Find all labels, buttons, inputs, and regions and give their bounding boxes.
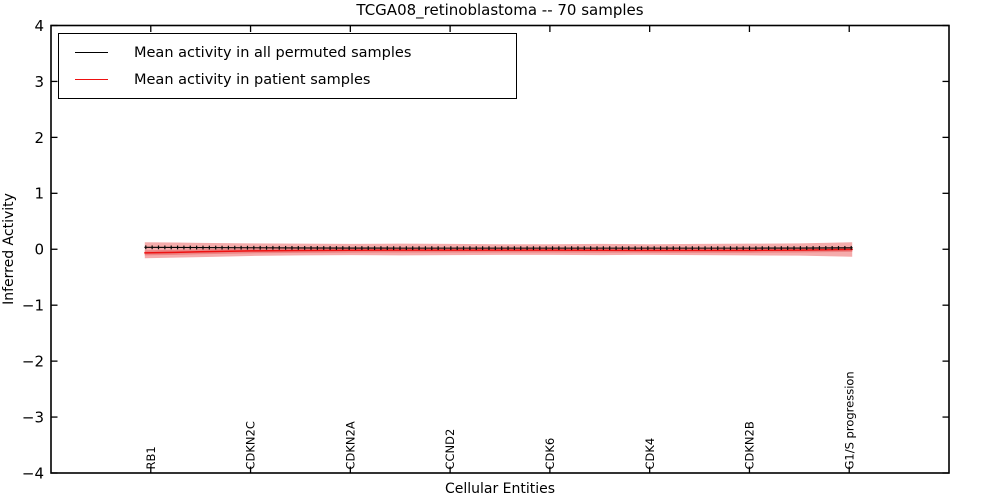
permuted-line-markers (145, 245, 852, 251)
patient-mean-line (144, 248, 853, 254)
y-tick-label: 1 (34, 185, 44, 203)
x-tick-label: CDKN2B (743, 421, 757, 469)
y-tick-label: 3 (34, 73, 44, 91)
y-axis-label: Inferred Activity (1, 193, 17, 305)
y-tick-label: 0 (34, 241, 44, 259)
y-tick-label: −2 (22, 353, 44, 371)
y-tick-labels: 4 3 2 1 0 −1 −2 −3 −4 (22, 17, 44, 482)
legend-item-permuted: Mean activity in all permuted samples (75, 39, 516, 66)
chart-title: TCGA08_retinoblastoma -- 70 samples (356, 1, 644, 19)
y-tick-label: −3 (22, 408, 44, 426)
x-tick-label: CCND2 (443, 429, 457, 470)
y-tick-label: 4 (34, 17, 44, 35)
x-tick-label: RB1 (144, 446, 158, 469)
x-tick-label: CDKN2C (244, 421, 258, 469)
x-tick-labels: RB1 CDKN2C CDKN2A CCND2 CDK6 CDK4 CDKN2B G1/S p… (144, 371, 856, 469)
x-tick-label: G1/S progression (842, 371, 856, 469)
x-tick-label: CDK4 (643, 438, 657, 470)
legend-label-permuted: Mean activity in all permuted samples (134, 44, 412, 61)
legend: Mean activity in all permuted samples Me… (58, 33, 517, 99)
legend-item-patient: Mean activity in patient samples (75, 66, 516, 93)
x-axis-label: Cellular Entities (444, 481, 556, 497)
x-tick-label: CDKN2A (343, 421, 357, 469)
legend-line-red-icon (75, 79, 108, 80)
y-tick-label: 2 (34, 129, 44, 147)
axis-ticks (51, 24, 949, 474)
inner-band (144, 247, 853, 256)
y-tick-label: −4 (22, 464, 44, 482)
y-tick-label: −1 (22, 297, 44, 315)
legend-line-black-icon (75, 52, 108, 53)
x-tick-label: CDK6 (543, 438, 557, 470)
legend-label-patient: Mean activity in patient samples (134, 71, 371, 88)
